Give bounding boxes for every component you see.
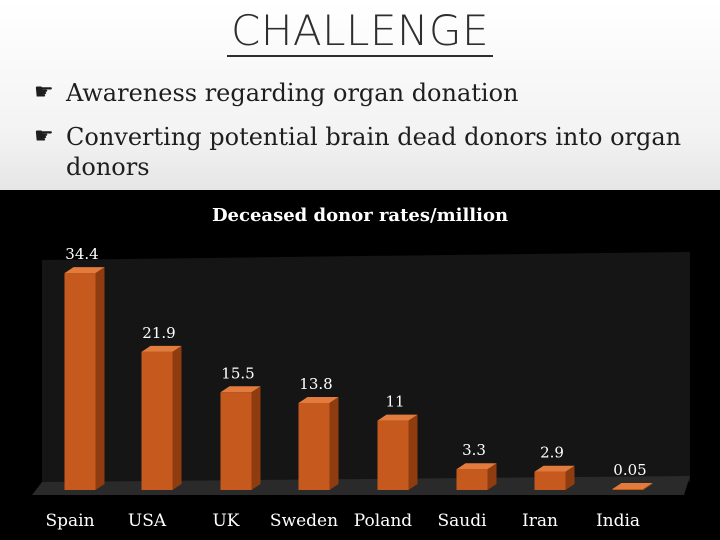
chart-back-wall — [42, 252, 690, 490]
chart-floor — [32, 476, 690, 495]
data-label: 15.5 — [221, 364, 254, 382]
bar-side — [643, 483, 653, 490]
pointing-hand-icon: ☛ — [34, 124, 54, 149]
data-label: 2.9 — [540, 444, 564, 462]
bar-top — [298, 396, 339, 403]
chart-background — [32, 252, 690, 495]
bar-side — [95, 267, 105, 490]
slide-header-area: CHALLENGE ☛ Awareness regarding organ do… — [0, 0, 720, 190]
bar-chart: Deceased donor rates/million 34.4 21.9 15.… — [32, 205, 690, 531]
bar-front — [456, 469, 488, 490]
bar-side — [329, 396, 339, 490]
bar-front — [141, 351, 173, 490]
bar-front — [298, 402, 330, 490]
bar-top — [141, 345, 182, 352]
bar-top — [64, 267, 105, 274]
bar-top — [456, 463, 497, 470]
bullet-text: Converting potential brain dead donors i… — [66, 123, 682, 181]
category-label: USA — [128, 511, 167, 531]
data-label: 34.4 — [65, 245, 98, 263]
category-label-group: Spain USA UK Sweden Poland Saudi Iran India — [45, 511, 640, 531]
bar-front — [534, 471, 566, 490]
bar-front — [220, 392, 252, 490]
bar-side — [487, 463, 497, 490]
bar-front — [612, 489, 644, 490]
bar-group — [64, 267, 653, 490]
bar-side — [172, 345, 182, 490]
slide-title: CHALLENGE — [0, 6, 720, 57]
bar-side — [251, 386, 261, 490]
category-label: Saudi — [437, 511, 487, 531]
data-label: 21.9 — [142, 324, 175, 342]
bar — [377, 414, 418, 490]
bullet-text: Awareness regarding organ donation — [66, 79, 519, 107]
chart-title: Deceased donor rates/million — [212, 205, 508, 226]
data-label: 3.3 — [462, 441, 486, 459]
bar-front — [377, 420, 409, 490]
category-label: Sweden — [270, 511, 338, 531]
category-label: Iran — [522, 511, 558, 531]
bar-top — [612, 483, 653, 489]
category-label: Spain — [45, 511, 94, 531]
chart-area: Deceased donor rates/million 34.4 21.9 15.… — [0, 190, 720, 540]
bar-top — [534, 465, 575, 472]
category-label: Poland — [354, 511, 413, 531]
bar — [64, 267, 105, 490]
bar — [220, 386, 261, 490]
bar — [456, 463, 497, 490]
bar — [534, 465, 575, 490]
category-label: UK — [212, 511, 239, 531]
data-label: 11 — [385, 393, 404, 411]
bar-side — [408, 414, 418, 490]
data-label: 0.05 — [613, 461, 646, 479]
data-label: 13.8 — [299, 375, 332, 393]
bar-front — [64, 273, 96, 490]
data-label-group: 34.4 21.9 15.5 13.8 11 3.3 2.9 0.05 — [65, 245, 646, 479]
bar — [612, 483, 653, 490]
bar — [141, 345, 182, 490]
bar-top — [377, 414, 418, 421]
bar-top — [220, 386, 261, 393]
category-label: India — [596, 511, 640, 531]
bar-side — [565, 465, 575, 490]
pointing-hand-icon: ☛ — [34, 80, 54, 105]
bar — [298, 396, 339, 490]
